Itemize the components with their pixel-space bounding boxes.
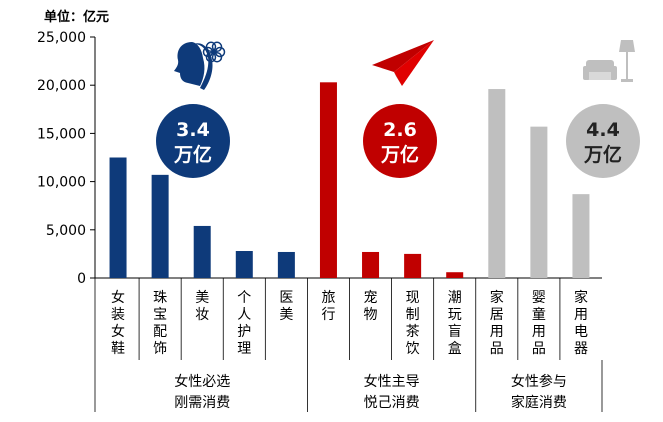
x-tick-label: 家用电器 [574, 289, 588, 357]
bar [446, 272, 464, 278]
group-label: 女性参与家庭消费 [511, 373, 567, 411]
y-axis-unit-label: 单位：亿元 [44, 10, 110, 25]
group-total-badge [156, 104, 230, 178]
y-tick-label: 10,000 [37, 175, 86, 191]
bar [151, 174, 169, 278]
x-tick-label: 女装女鞋 [111, 289, 125, 357]
x-tick-label: 潮玩盲盒 [448, 290, 462, 357]
x-tick-label: 婴童用品 [532, 290, 546, 357]
bar [319, 82, 337, 278]
group-label: 女性必选刚需消费 [174, 373, 230, 411]
x-tick-label: 个人护理 [237, 290, 251, 357]
y-tick-label: 25,000 [37, 30, 86, 46]
x-tick-label: 家居用品 [490, 289, 504, 357]
bar [530, 126, 548, 278]
group-total-value: 2.6 万亿 [380, 119, 419, 166]
bar [109, 157, 127, 278]
x-tick-label: 现制茶饮 [406, 290, 420, 357]
x-tick-label: 宠物 [364, 290, 378, 323]
y-tick-label: 5,000 [46, 223, 86, 239]
bar [193, 225, 211, 278]
group-total-value: 4.4 万亿 [583, 119, 622, 166]
y-tick-label: 0 [77, 271, 86, 287]
x-tick-label: 旅行 [321, 290, 335, 323]
x-tick-label: 医美 [279, 290, 293, 323]
bar [572, 194, 590, 278]
bar [235, 251, 253, 278]
bar [362, 251, 380, 278]
group-total-badge [566, 104, 640, 178]
sofa-lamp-icon [583, 40, 635, 82]
bar [404, 253, 422, 278]
group-label: 女性主导悦己消费 [364, 373, 420, 411]
group-total-value: 3.4 万亿 [173, 119, 212, 166]
paper-plane-icon [372, 40, 434, 86]
bar [277, 251, 295, 278]
x-tick-label: 美妆 [195, 290, 209, 323]
bar [488, 89, 506, 278]
y-tick-label: 20,000 [37, 78, 86, 94]
x-tick-label: 珠宝配饰 [153, 290, 167, 357]
woman-flower-icon [174, 41, 226, 90]
y-tick-label: 15,000 [37, 126, 86, 142]
group-total-badge [363, 104, 437, 178]
